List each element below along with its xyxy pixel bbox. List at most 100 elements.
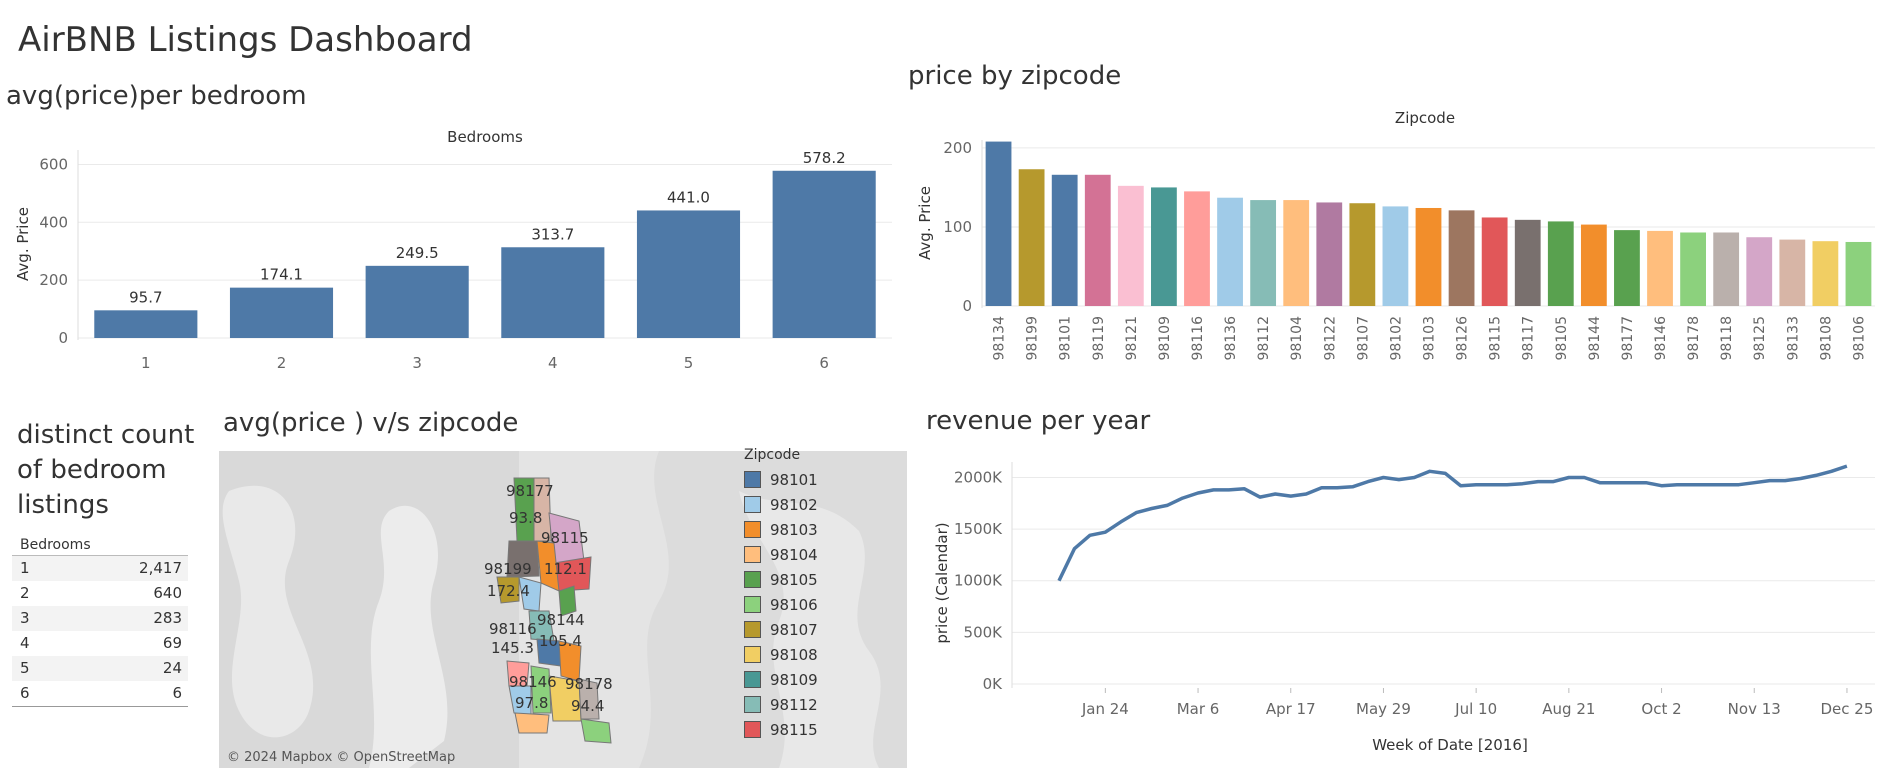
x-tick-label: 98107 xyxy=(1355,316,1371,361)
x-tick-label: 98106 xyxy=(1851,316,1867,361)
table-row[interactable]: 5 24 xyxy=(12,656,188,681)
zip-area-98118[interactable] xyxy=(578,678,600,720)
bar xyxy=(1184,191,1210,306)
table-row[interactable]: 1 2,417 xyxy=(12,556,188,581)
data-label: 95.7 xyxy=(129,288,162,306)
count-cell: 24 xyxy=(162,659,182,677)
x-tick-label: Jan 24 xyxy=(1081,700,1129,718)
zip-area-98199[interactable] xyxy=(496,576,520,604)
x-tick-label: 98122 xyxy=(1322,316,1338,361)
legend-item[interactable]: 98101 xyxy=(744,467,818,492)
legend-item[interactable]: 98105 xyxy=(744,567,818,592)
bar xyxy=(1547,221,1574,306)
table-row[interactable]: 2 640 xyxy=(12,581,188,606)
map-label: 93.8 xyxy=(509,509,542,527)
bar xyxy=(1316,202,1343,306)
y-axis-title: Avg. Price xyxy=(916,186,934,260)
legend-label: 98115 xyxy=(770,720,818,739)
bar xyxy=(365,265,469,338)
y-tick-label: 200 xyxy=(39,271,68,289)
x-tick-label: Apr 17 xyxy=(1266,700,1316,718)
count-table-title: distinct count of bedroom listings xyxy=(17,418,194,523)
x-tick-label: 98109 xyxy=(1157,316,1173,361)
bedrooms-cell: 1 xyxy=(20,559,30,577)
x-tick-label: 1 xyxy=(141,354,151,370)
y-axis-title: price (Calendar) xyxy=(933,522,951,643)
map-label: 94.4 xyxy=(571,697,604,715)
zip-area-98117[interactable] xyxy=(506,540,540,578)
zipcode-map[interactable]: 98177 93.8 98115 98199 112.1 172.4 98144… xyxy=(219,451,907,768)
legend-item[interactable]: 98102 xyxy=(744,492,818,517)
count-cell: 283 xyxy=(153,609,182,627)
legend-swatch xyxy=(744,571,761,588)
legend-swatch xyxy=(744,721,761,738)
map-label: 172.4 xyxy=(487,582,530,600)
legend-item[interactable]: 98109 xyxy=(744,667,818,692)
y-tick-label: 1000K xyxy=(954,572,1003,590)
dashboard-title: AirBNB Listings Dashboard xyxy=(18,20,473,60)
legend-item[interactable]: 98107 xyxy=(744,617,818,642)
x-tick-label: 98115 xyxy=(1488,316,1504,361)
legend-label: 98105 xyxy=(770,570,818,589)
legend-item[interactable]: 98106 xyxy=(744,592,818,617)
data-label: 441.0 xyxy=(667,188,710,206)
revenue-line-chart: Week of Date [2016] price (Calendar) 0K 500… xyxy=(933,462,1875,754)
x-tick-label: 98136 xyxy=(1223,316,1239,361)
table-row[interactable]: 3 283 xyxy=(12,606,188,631)
count-table-title-line: distinct count xyxy=(17,420,195,450)
x-tick-label: 98199 xyxy=(1025,316,1041,361)
bar xyxy=(1614,230,1640,306)
zip-area-98133[interactable] xyxy=(533,477,552,542)
legend-item[interactable]: 98115 xyxy=(744,717,818,742)
x-tick-label: 98119 xyxy=(1091,316,1107,361)
x-tick-label: 98133 xyxy=(1785,316,1801,361)
x-tick-label: 98105 xyxy=(1554,316,1570,361)
water-shape xyxy=(369,505,448,768)
x-axis-title: Zipcode xyxy=(1395,109,1455,127)
x-tick-label: Mar 6 xyxy=(1177,700,1220,718)
bar xyxy=(1481,217,1508,306)
x-tick-label: 3 xyxy=(412,354,422,370)
zip-area-98106[interactable] xyxy=(530,665,552,714)
bar xyxy=(1845,241,1872,306)
y-tick-label: 0 xyxy=(58,329,68,347)
legend-item[interactable]: 98112 xyxy=(744,692,818,717)
zip-area-98146[interactable] xyxy=(514,712,550,734)
bar xyxy=(501,247,605,338)
table-row[interactable]: 4 69 xyxy=(12,631,188,656)
table-header: Bedrooms xyxy=(12,535,188,556)
bar xyxy=(1151,187,1177,306)
legend-label: 98103 xyxy=(770,520,818,539)
legend-item[interactable]: 98103 xyxy=(744,517,818,542)
x-tick-label: 98104 xyxy=(1289,316,1305,361)
bar xyxy=(1812,241,1839,306)
bedrooms-cell: 4 xyxy=(20,634,30,652)
x-tick-label: 5 xyxy=(684,354,694,370)
legend-swatch xyxy=(744,646,761,663)
x-tick-label: 98126 xyxy=(1455,316,1471,361)
y-tick-label: 600 xyxy=(39,155,68,173)
zip-area-98105[interactable] xyxy=(558,585,577,617)
zipcode-bar-chart: Zipcode Avg. Price 0 100 200 98134 98199 98101 9… xyxy=(916,109,1875,361)
legend-item[interactable]: 98104 xyxy=(744,542,818,567)
count-cell: 2,417 xyxy=(139,559,182,577)
bar xyxy=(1514,219,1541,306)
y-tick-label: 500K xyxy=(964,623,1004,641)
map-label: 145.3 xyxy=(491,639,534,657)
water-shape xyxy=(222,485,314,738)
legend-label: 98108 xyxy=(770,645,818,664)
zip-area-98178[interactable] xyxy=(580,718,612,744)
bedrooms-cell: 2 xyxy=(20,584,30,602)
zipcode-legend: Zipcode 98101 98102 98103 98104 98105 98106 98… xyxy=(744,447,818,742)
legend-item[interactable]: 98108 xyxy=(744,642,818,667)
x-axis-title: Week of Date [2016] xyxy=(1372,736,1528,754)
bar xyxy=(1779,239,1806,306)
bar xyxy=(94,310,198,338)
map-label: 98116 xyxy=(489,620,537,638)
legend-swatch xyxy=(744,546,761,563)
data-label: 578.2 xyxy=(803,149,846,167)
bar xyxy=(1018,169,1045,306)
map-canvas: 98177 93.8 98115 98199 112.1 172.4 98144… xyxy=(219,451,907,768)
